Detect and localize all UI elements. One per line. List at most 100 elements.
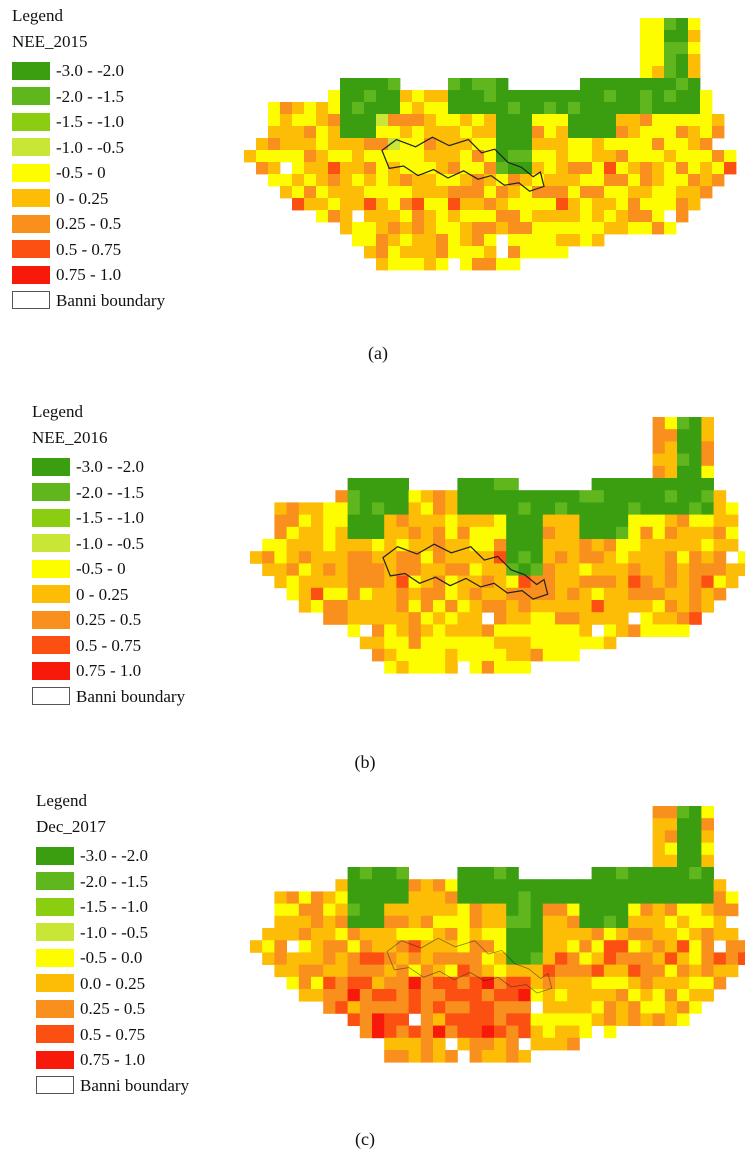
raster-cell [335, 952, 348, 965]
legend-label: -0.5 - 0 [76, 559, 126, 579]
raster-cell [494, 1025, 507, 1039]
raster-cell [579, 891, 592, 904]
raster-cell [469, 600, 483, 613]
raster-cell [518, 952, 531, 965]
raster-cell [364, 222, 377, 235]
raster-cell [469, 879, 483, 892]
raster-cell [640, 1013, 653, 1026]
raster-cell [508, 246, 521, 259]
raster-cell [400, 126, 413, 139]
raster-cell [555, 1001, 568, 1014]
raster-cell [323, 928, 336, 941]
raster-cell [568, 162, 581, 175]
raster-cell [664, 1001, 678, 1014]
legend-swatch [36, 1050, 74, 1069]
raster-cell [689, 563, 702, 576]
raster-cell [436, 258, 449, 271]
raster-cell [460, 174, 473, 187]
raster-cell [481, 624, 495, 637]
raster-cell [603, 624, 617, 637]
raster-cell [472, 102, 485, 115]
raster-cell [725, 526, 739, 540]
raster-cell [376, 186, 389, 199]
raster-cell [652, 903, 666, 917]
raster-cell [396, 928, 409, 941]
raster-cell [616, 210, 629, 223]
raster-cell [701, 976, 714, 990]
raster-cell [323, 612, 336, 625]
raster-cell [268, 174, 281, 187]
raster-cell [469, 563, 483, 576]
raster-cell [316, 150, 329, 163]
raster-cell [494, 636, 507, 650]
raster-cell [676, 66, 689, 79]
raster-cell [508, 186, 521, 199]
raster-cell [496, 78, 509, 91]
legend-swatch [36, 897, 74, 916]
raster-cell [472, 174, 485, 187]
raster-cell [484, 150, 497, 163]
raster-cell [396, 940, 409, 953]
raster-cell [274, 575, 287, 589]
raster-cell [616, 964, 629, 978]
raster-cell [532, 210, 545, 223]
raster-cell [567, 915, 580, 929]
raster-cell [460, 150, 473, 163]
raster-cell [676, 126, 689, 139]
raster-cell [481, 526, 495, 540]
raster-cell [628, 114, 641, 127]
raster-cell [376, 222, 389, 235]
raster-cell [347, 539, 361, 552]
raster-cell [591, 563, 605, 576]
raster-cell [420, 976, 434, 990]
raster-cell [677, 441, 690, 454]
raster-cell [436, 222, 449, 235]
raster-cell [580, 114, 593, 127]
raster-cell [506, 940, 519, 953]
raster-cell [518, 964, 531, 978]
raster-cell [400, 222, 413, 235]
raster-cell [445, 891, 458, 904]
raster-cell [701, 867, 714, 880]
raster-cell [664, 867, 678, 880]
raster-cell [457, 915, 470, 929]
raster-cell [713, 952, 727, 965]
raster-cell [408, 989, 422, 1002]
raster-cell [689, 903, 702, 917]
raster-cell [388, 246, 401, 259]
raster-cell [664, 989, 678, 1002]
raster-cell [689, 854, 702, 868]
raster-cell [542, 1013, 556, 1026]
raster-cell [469, 915, 483, 929]
raster-cell [738, 952, 745, 965]
raster-cell [520, 198, 533, 211]
raster-cell [448, 222, 461, 235]
raster-cell [469, 952, 483, 965]
raster-cell [652, 806, 666, 819]
raster-cell [436, 102, 449, 115]
raster-cell [556, 186, 569, 199]
raster-cell [323, 514, 336, 528]
raster-cell [688, 54, 701, 67]
raster-cell [640, 915, 653, 929]
legend-swatch [32, 585, 70, 604]
raster-cell [556, 150, 569, 163]
raster-cell [445, 928, 458, 941]
raster-cell [372, 879, 385, 892]
raster-cell [592, 222, 605, 235]
raster-cell [445, 575, 458, 589]
raster-cell [304, 198, 317, 211]
raster-cell [567, 575, 580, 589]
raster-cell [664, 162, 677, 175]
raster-cell [628, 150, 641, 163]
raster-cell [555, 964, 568, 978]
raster-cell [388, 90, 401, 103]
raster-cell [725, 539, 739, 552]
raster-cell [616, 867, 629, 880]
raster-cell [616, 940, 629, 953]
raster-cell [506, 514, 519, 528]
legend-swatch [12, 112, 50, 131]
legend-title: Legend [12, 6, 63, 25]
raster-cell [384, 1037, 397, 1051]
raster-cell [396, 1037, 409, 1051]
